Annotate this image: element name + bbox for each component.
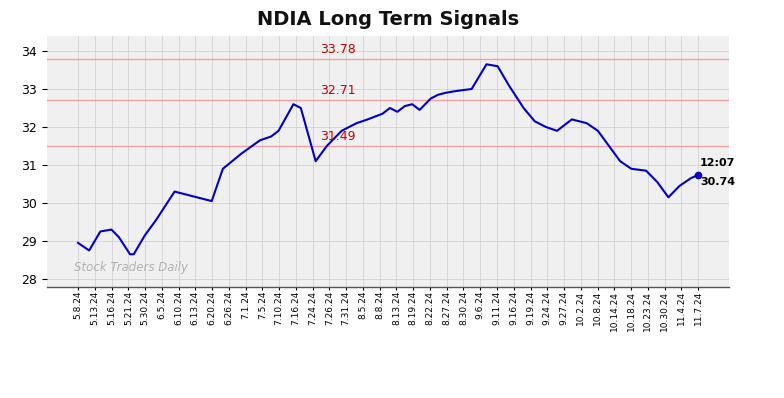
Text: Stock Traders Daily: Stock Traders Daily	[74, 261, 188, 274]
Title: NDIA Long Term Signals: NDIA Long Term Signals	[257, 10, 519, 29]
Text: 12:07: 12:07	[700, 158, 735, 168]
Text: 33.78: 33.78	[320, 43, 356, 57]
Text: 30.74: 30.74	[700, 177, 735, 187]
Text: 31.49: 31.49	[320, 130, 356, 143]
Text: 32.71: 32.71	[320, 84, 356, 97]
